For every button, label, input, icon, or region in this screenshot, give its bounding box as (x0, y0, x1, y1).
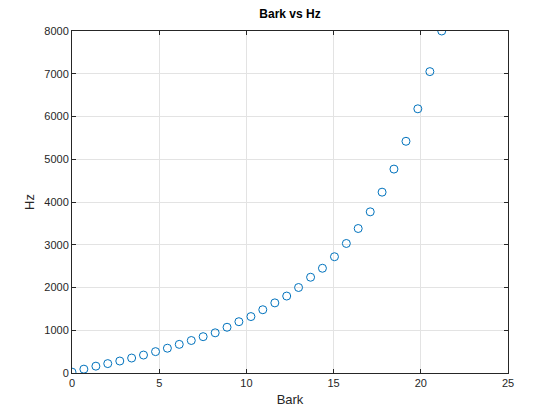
svg-text:5: 5 (156, 377, 162, 389)
svg-text:1000: 1000 (44, 324, 68, 336)
svg-text:Hz: Hz (22, 194, 37, 210)
svg-text:Bark: Bark (277, 392, 304, 407)
svg-text:4000: 4000 (44, 196, 68, 208)
svg-text:7000: 7000 (44, 68, 68, 80)
svg-text:0: 0 (63, 367, 69, 379)
svg-text:8000: 8000 (44, 25, 68, 37)
svg-text:2000: 2000 (44, 281, 68, 293)
svg-text:20: 20 (415, 377, 427, 389)
svg-text:0: 0 (69, 377, 75, 389)
svg-text:25: 25 (502, 377, 514, 389)
svg-text:5000: 5000 (44, 153, 68, 165)
svg-text:3000: 3000 (44, 239, 68, 251)
svg-text:15: 15 (327, 377, 339, 389)
svg-text:6000: 6000 (44, 110, 68, 122)
svg-text:Bark vs Hz: Bark vs Hz (259, 7, 320, 21)
svg-text:10: 10 (240, 377, 252, 389)
